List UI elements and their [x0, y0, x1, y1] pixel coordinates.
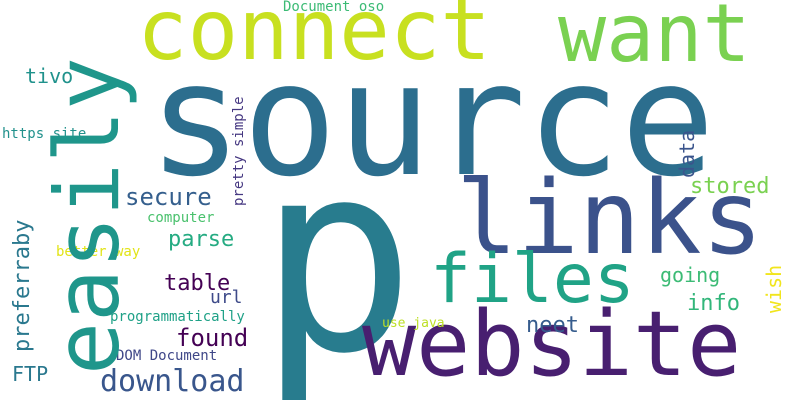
- word-url: url: [210, 287, 243, 308]
- word-document-oso: Document oso: [283, 0, 385, 15]
- word-source: source: [148, 29, 716, 212]
- word-files: files: [430, 240, 635, 319]
- word-neet: neet: [526, 313, 579, 338]
- word-parse: parse: [168, 227, 235, 252]
- word-info: info: [687, 291, 740, 316]
- word-secure: secure: [125, 183, 212, 211]
- word-preferraby: preferraby: [10, 219, 35, 352]
- word-stored: stored: [690, 174, 770, 199]
- word-use-java: use java: [382, 316, 445, 331]
- word-website: website: [362, 292, 742, 397]
- word-data: data: [675, 129, 699, 178]
- word-programmatically: programmatically: [110, 309, 245, 325]
- word-connect: connect: [137, 0, 492, 79]
- word-going: going: [660, 263, 721, 287]
- word-download: download: [100, 364, 245, 399]
- word-found: found: [176, 324, 249, 352]
- word-easily: easily: [36, 57, 139, 375]
- word-want: want: [558, 0, 751, 80]
- word-computer: computer: [147, 210, 215, 226]
- word-table: table: [164, 271, 231, 296]
- word-better-way: better way: [56, 244, 141, 260]
- word-https-site: https site: [2, 126, 87, 142]
- word-links: links: [456, 159, 764, 278]
- word-ftp: FTP: [12, 362, 49, 386]
- word-tivo: tivo: [25, 64, 74, 88]
- word-wish: wish: [762, 264, 786, 313]
- word-pretty-simple: pretty simple: [231, 96, 247, 206]
- word-p: p: [258, 106, 416, 400]
- word-dom-document: DOM Document: [116, 348, 218, 364]
